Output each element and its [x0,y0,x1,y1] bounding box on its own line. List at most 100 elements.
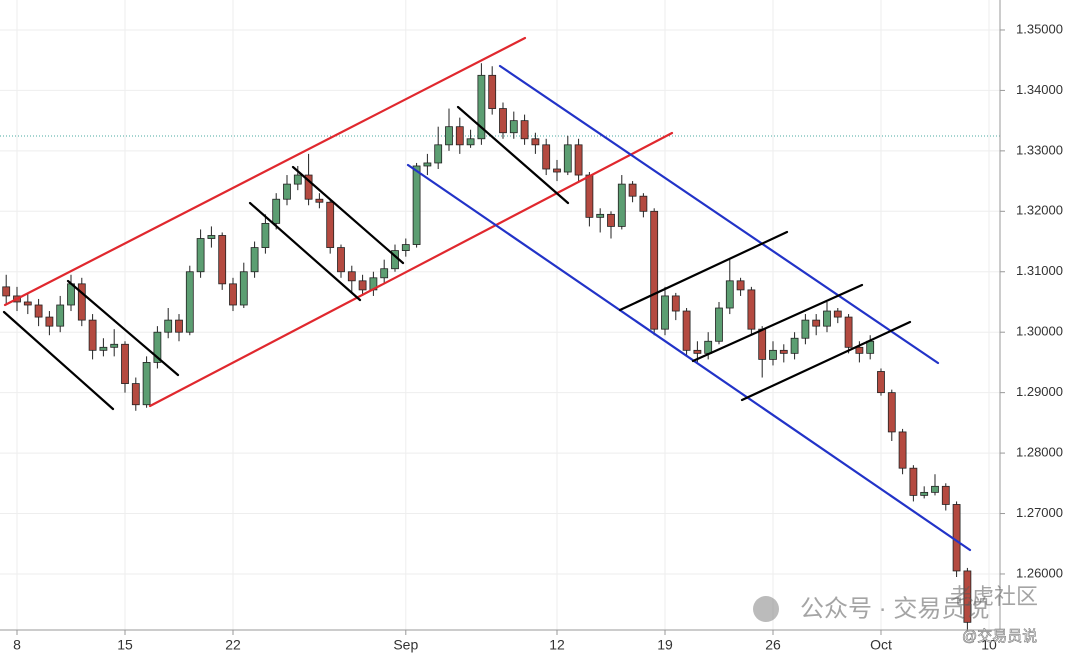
candle-body [499,108,507,134]
candle-body [855,346,864,354]
candle-body [909,467,918,496]
x-tick-label: 15 [117,637,133,653]
candle-body [574,144,583,176]
axes: 1.26000 1.27000 1.28000 1.29000 1.30000 1.310… [13,21,1063,652]
candle-body [823,310,831,327]
y-tick-label: 1.31000 [1016,263,1063,278]
candle-body [844,316,853,348]
channel-line [2,310,115,411]
x-tick-label: 19 [657,637,673,653]
candle-body [520,120,529,140]
candle-body [477,74,486,140]
candle-body [261,222,270,248]
y-tick-label: 1.35000 [1016,21,1063,36]
y-tick-label: 1.33000 [1016,142,1063,157]
candle-body [34,304,43,318]
candle-body [704,340,713,354]
candle-body [315,198,324,203]
channel-line [291,165,405,265]
trend-lines [2,36,972,552]
candle-body [628,183,637,197]
candle-body [661,295,669,330]
wechat-icon [753,596,779,622]
y-tick-label: 1.26000 [1016,565,1063,580]
candle-body [779,349,788,354]
grid [0,0,1000,630]
candle-body [639,195,648,212]
channel-line [740,320,912,402]
candle-body [715,307,723,342]
channel-line [66,279,180,377]
candle-body [488,74,497,109]
candle-body [617,183,626,227]
candle-body [682,310,691,351]
watermark-account: 公众号 · 交易员说 [800,595,989,622]
candle-body [207,235,216,239]
candle-body [671,295,680,312]
candle-body [455,126,464,146]
candle-body [45,316,54,327]
candle-body [542,144,551,170]
candle-body [304,174,313,200]
candle-body [131,383,140,406]
candle-body [445,126,453,146]
candle-body [412,165,421,245]
candle-body [758,328,767,360]
candle-body [337,247,345,273]
candle-body [769,349,777,360]
x-tick-label: 8 [13,637,21,653]
candle-body [2,286,11,297]
y-tick-label: 1.30000 [1016,324,1063,339]
candle-body [833,310,842,318]
candle-body [283,183,291,200]
candle-body [142,362,151,406]
y-tick-label: 1.32000 [1016,203,1063,218]
candle-body [466,138,475,146]
candle-body [293,174,302,185]
candle-body [250,247,259,273]
candle-body [56,304,65,327]
channel-line [406,163,972,552]
candle-body [952,504,961,572]
candle-body [866,340,875,354]
x-tick-label: Oct [870,637,892,653]
candle-body [553,168,561,173]
candle-body [175,319,183,333]
candle-body [877,371,885,394]
candle-body [347,271,356,282]
candle-body [747,289,756,330]
candle-body [887,392,896,433]
channel-line [456,105,570,205]
candle-body [229,283,237,306]
candle-body [239,271,248,306]
channel-line [248,201,362,302]
candle-body [931,485,939,493]
x-tick-label: 26 [765,637,781,653]
candle-body [563,144,572,173]
candle-body [164,319,173,333]
channel-line [3,36,527,307]
candle-body [88,319,97,351]
channel-line [148,131,674,408]
candle-body [23,301,32,306]
candle-body [153,331,162,363]
candle-body [77,283,86,321]
candle-body [812,319,821,327]
y-tick-label: 1.27000 [1016,505,1063,520]
candle-body [650,210,659,330]
candle-body [110,343,119,348]
candle-body [531,138,540,146]
candle-body [326,201,335,248]
candle-body [790,337,799,354]
candle-body [607,213,615,227]
candle-body [596,213,605,218]
watermark: 公众号 · 交易员说 老虎社区 @交易员说 [753,584,1038,645]
x-tick-label: Sep [393,637,418,653]
candle-body [725,280,734,309]
candle-body [196,238,205,273]
candle-body [401,244,410,251]
candle-body [801,319,810,339]
candle-body [920,491,929,496]
